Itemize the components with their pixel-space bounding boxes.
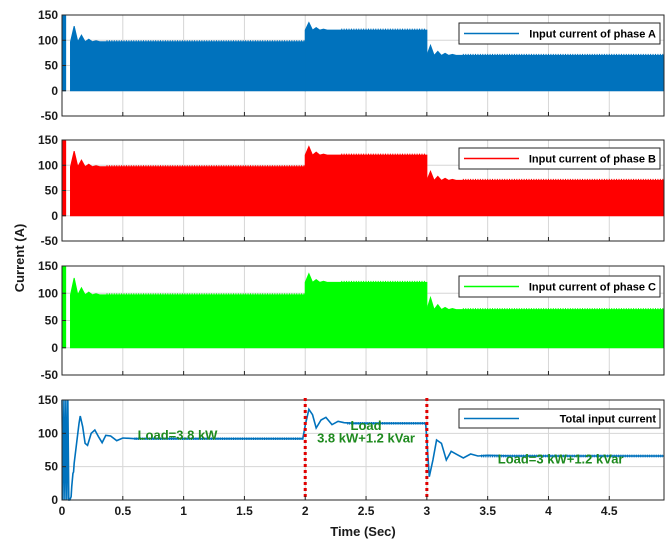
legend-box: [458, 22, 661, 45]
y-tick-label: 150: [38, 133, 58, 147]
y-tick-label: 150: [38, 8, 58, 22]
waveform-ripple: [462, 308, 664, 310]
y-tick-label: 100: [38, 426, 58, 440]
x-tick-label: 2: [302, 504, 309, 518]
annotation-label: Load=3.8 kW: [138, 427, 219, 442]
annotation-label: Load=3 kW+1.2 kVar: [498, 451, 624, 466]
x-tick-label: 1.5: [236, 504, 253, 518]
panel-A: 150 100 50 0 -50 Input current of phase A: [38, 8, 665, 123]
waveform-ripple: [106, 165, 305, 167]
x-axis-title: Time (Sec): [330, 524, 396, 539]
y-tick-label: 100: [38, 158, 58, 172]
legend-box: [458, 147, 661, 170]
legend-box: [458, 408, 661, 429]
annotation-label: 3.8 kW+1.2 kVar: [317, 431, 415, 446]
waveform-ripple: [341, 153, 425, 156]
x-tick-label: 3: [424, 504, 431, 518]
y-tick-label: 150: [38, 259, 58, 273]
total-current-ripple: [134, 437, 304, 440]
waveform-segment: [304, 272, 428, 349]
legend-label: Total input current: [560, 414, 657, 426]
y-tick-label: -50: [41, 109, 59, 123]
panel-Total: 150 100 50 0 Total input current Load=3.8 kW L…: [38, 393, 665, 518]
y-tick-label: 50: [45, 59, 59, 73]
legend-label: Input current of phase B: [529, 154, 656, 166]
y-tick-label: 0: [51, 209, 58, 223]
x-tick-label: 0: [59, 504, 66, 518]
legend-label: Input current of phase A: [529, 29, 656, 41]
y-tick-label: 0: [51, 493, 58, 507]
y-tick-label: 100: [38, 33, 58, 47]
plot-frame: [61, 399, 665, 501]
panel-B: 150 100 50 0 -50 Input current of phase B: [38, 133, 665, 248]
total-current-ripple: [347, 422, 425, 425]
waveform-ripple: [341, 280, 425, 283]
x-tick-label: 2.5: [358, 504, 375, 518]
annotation-label: Load: [351, 418, 382, 433]
legend-box: [458, 275, 661, 298]
y-tick-label: 0: [51, 84, 58, 98]
x-tick-label: 0.5: [114, 504, 131, 518]
waveform-segment: [61, 139, 67, 217]
panel-C: 150 100 50 0 -50 Input current of phase C: [38, 259, 665, 382]
waveform-ripple: [462, 53, 664, 56]
x-tick-label: 3.5: [479, 504, 496, 518]
legend-label: Input current of phase C: [529, 282, 656, 294]
waveform-ripple: [106, 40, 305, 42]
total-current-ripple: [481, 454, 665, 458]
y-tick-label: -50: [41, 368, 59, 382]
waveform-segment: [61, 14, 67, 92]
waveform-segment: [61, 265, 67, 349]
y-tick-label: 50: [45, 184, 59, 198]
y-tick-label: 100: [38, 286, 58, 300]
y-tick-label: 50: [45, 460, 59, 474]
waveform-segment: [304, 145, 428, 217]
waveform-ripple: [106, 293, 305, 295]
x-tick-label: 4: [545, 504, 552, 518]
y-tick-label: 0: [51, 341, 58, 355]
y-tick-label: 50: [45, 314, 59, 328]
waveform-segment: [304, 21, 428, 92]
y-tick-label: 150: [38, 393, 58, 407]
x-tick-label: 1: [180, 504, 187, 518]
waveform-ripple: [462, 178, 664, 181]
y-tick-label: -50: [41, 234, 59, 248]
waveform-ripple: [341, 28, 425, 31]
y-axis-title: Current (A): [12, 224, 27, 293]
x-tick-label: 4.5: [601, 504, 618, 518]
